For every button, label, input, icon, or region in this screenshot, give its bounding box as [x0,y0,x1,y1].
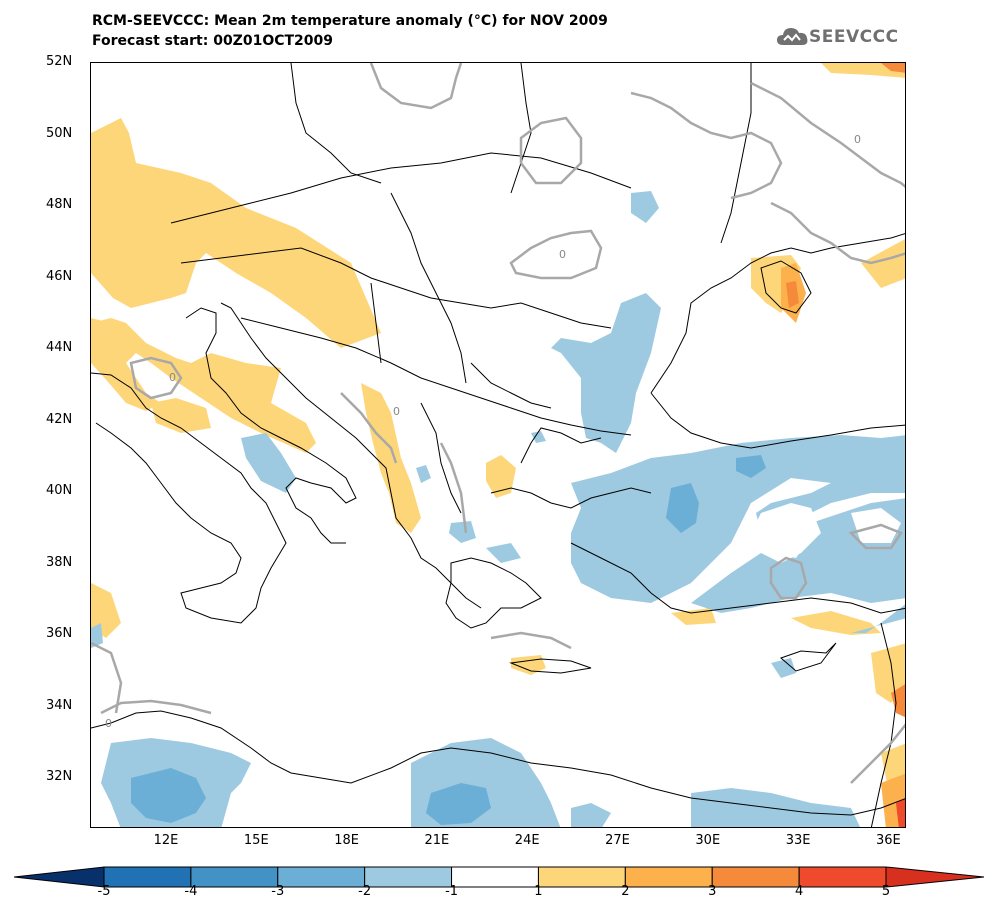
latitude-label: 32N [46,769,73,784]
colorbar-bin [711,866,800,888]
colorbar-min-arrow [14,866,105,888]
colorbar-tick-label: -3 [271,884,285,899]
latitude-label: 50N [46,125,73,141]
colorbar-tick-label: 2 [621,884,630,899]
longitude-label: 36E [876,833,901,848]
latitude-label: 38N [46,554,73,570]
longitude-label: 21E [424,833,450,848]
map-area: 0 0 0 0 0 [90,62,906,828]
cloud-icon [777,28,808,45]
longitude-label: 30E [695,833,721,848]
colorbar-bin [103,866,192,888]
seevccc-logo: SEEVCCC [776,23,916,55]
contour-label: 0 [559,248,566,261]
colorbar-tick-label: 1 [534,884,543,899]
contour-label: 0 [105,717,112,730]
colorbar-bin [798,866,887,888]
colorbar-bin [277,866,366,888]
colorbar-tick-label: 4 [794,884,804,899]
latitude-label: 40N [46,483,73,498]
colorbar-tick-label: -1 [445,884,459,899]
contour-label: 0 [169,371,176,384]
contour-label: 0 [854,133,861,146]
latitude-label: 46N [46,268,73,284]
contour-labels: 0 0 0 0 0 [105,133,861,730]
colorbar [14,866,984,888]
colorbar-bin [451,866,539,888]
colorbar-bin [624,866,713,888]
longitude-label: 24E [514,833,540,848]
colorbar-bin [190,866,279,888]
colorbar-tick-label: 5 [881,884,891,899]
latitude-label: 44N [46,340,73,355]
forecast-start-label: Forecast start: 00Z01OCT2009 [92,33,334,49]
longitude-label: 12E [153,833,179,848]
colorbar-tick-label: -4 [184,884,198,899]
longitude-label: 27E [605,833,630,848]
map-title: RCM-SEEVCCC: Mean 2m temperature anomaly… [92,13,608,29]
longitude-label: 15E [243,833,269,848]
latitude-label: 42N [46,411,73,427]
colorbar-tick-label: -5 [97,884,111,899]
warm-anomaly-regions [91,63,905,803]
latitude-label: 34N [46,697,73,713]
colorbar-bin [364,866,453,888]
colorbar-tick-label: -2 [358,884,372,899]
coastlines-and-borders [91,63,905,827]
longitude-label: 33E [785,833,811,848]
contour-label: 0 [393,405,400,418]
latitude-label: 36N [46,626,73,641]
strong-cool-regions [131,455,766,825]
zero-anomaly-contours [91,63,905,784]
colorbar-tick-label: 3 [708,884,717,899]
longitude-label: 18E [334,833,359,848]
colorbar-max-arrow [885,866,984,888]
logo-text: SEEVCCC [809,27,899,47]
latitude-label: 52N [46,54,73,69]
colorbar-bin [537,866,626,888]
latitude-label: 48N [46,197,73,212]
